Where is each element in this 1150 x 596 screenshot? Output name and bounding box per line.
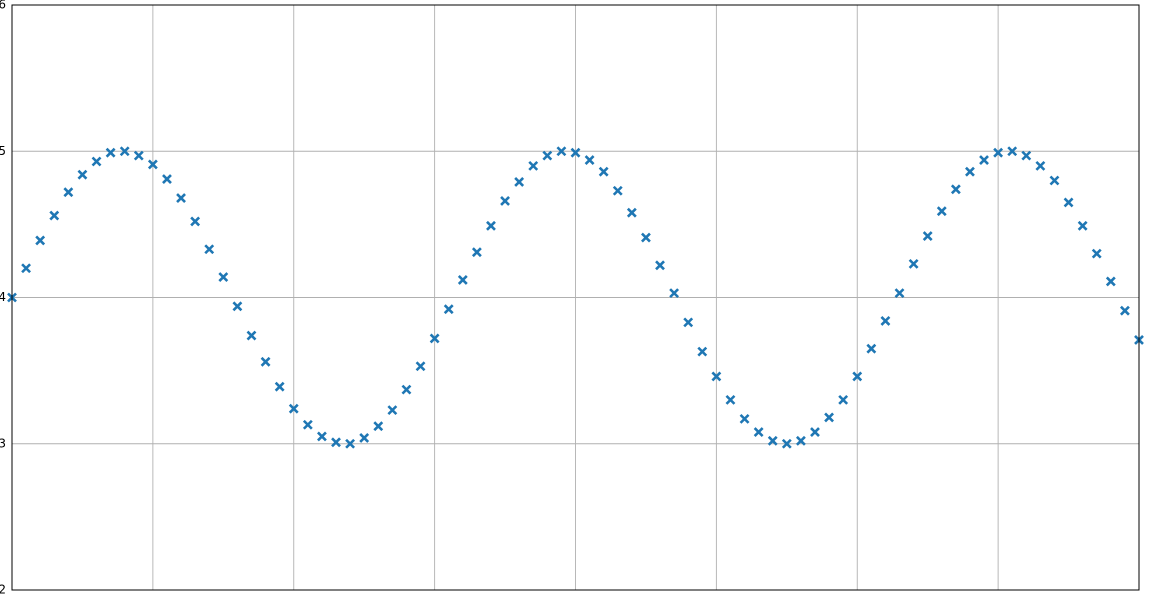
marker [767,435,778,446]
marker [1035,160,1046,171]
y-tick-label: 4 [0,290,6,304]
marker [1063,197,1074,208]
marker [894,288,905,299]
marker [556,146,567,157]
marker [49,210,60,221]
marker [119,146,130,157]
marker [753,427,764,437]
marker [63,187,74,198]
marker [415,361,426,372]
marker [584,155,595,165]
y-tick-label: 6 [0,0,6,12]
marker [838,394,849,405]
marker [176,193,186,203]
marker [1007,146,1018,157]
y-tick-label: 3 [0,436,6,450]
marker [373,421,384,432]
marker [979,155,989,165]
marker [612,185,623,196]
marker [162,174,172,184]
marker [274,381,285,392]
marker [443,304,454,315]
marker [725,394,736,405]
y-tick-label: 5 [0,144,6,158]
marker [457,275,468,285]
marker [528,160,539,171]
marker [514,177,525,187]
marker [246,330,257,341]
marker [795,435,806,446]
marker [1049,175,1060,186]
marker [908,258,919,269]
marker [810,427,820,437]
marker [936,206,947,217]
marker [91,156,102,167]
marker [21,263,32,274]
marker [105,147,116,158]
plot-layer [7,4,1144,591]
marker [260,356,271,367]
marker [542,150,553,161]
marker [429,333,440,344]
marker [598,166,609,177]
marker [852,371,863,382]
marker [1119,305,1130,316]
marker [1077,220,1088,231]
marker [232,301,243,312]
marker [922,231,933,241]
marker [669,288,680,299]
marker [683,317,694,328]
marker [1105,276,1116,287]
marker [965,166,975,177]
marker [781,438,792,449]
marker [204,244,215,255]
marker [190,216,201,227]
marker [317,431,327,442]
marker [133,150,144,161]
marker [77,169,88,180]
marker [626,207,637,218]
marker [401,384,412,395]
marker [218,272,229,282]
marker [471,247,482,258]
marker [345,438,356,449]
marker [302,419,313,430]
marker [866,343,877,354]
marker [641,232,651,243]
marker [655,260,665,271]
marker [824,412,834,423]
marker [387,405,398,416]
marker [993,147,1004,158]
marker [570,147,581,158]
y-tick-label: 2 [0,583,6,596]
marker [331,437,341,448]
marker [711,371,722,382]
marker [359,432,370,443]
marker [147,159,158,170]
marker [1091,248,1102,259]
marker [1021,150,1032,161]
marker [500,196,510,206]
marker [880,315,891,326]
plot-frame [11,4,1140,591]
marker [288,403,299,414]
marker [35,235,46,246]
marker [697,346,708,357]
marker [950,184,961,195]
marker [486,220,496,231]
marker [739,413,750,424]
